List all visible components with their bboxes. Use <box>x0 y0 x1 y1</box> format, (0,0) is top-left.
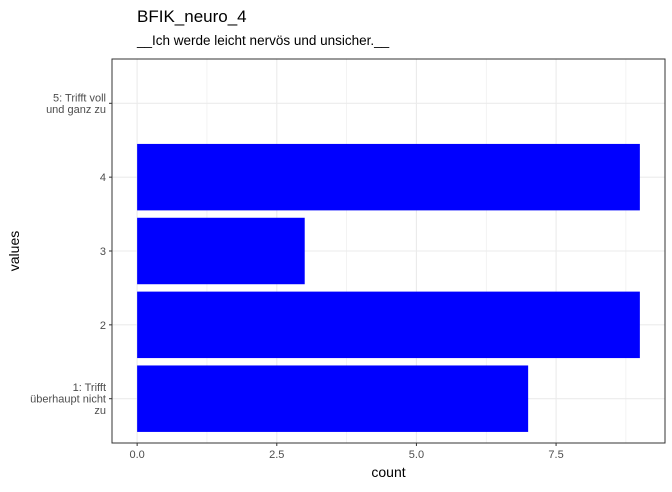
bars <box>137 143 640 432</box>
bar <box>137 217 305 285</box>
chart-title: BFIK_neuro_4 <box>137 7 247 26</box>
y-tick-label: 4 <box>100 172 106 184</box>
y-tick-label: 1: Trifft überhaupt nicht zu <box>30 382 106 417</box>
bar <box>137 291 640 359</box>
y-tick-label: 3 <box>100 246 106 258</box>
y-axis: 1: Trifft überhaupt nicht zu 2 3 4 5: Trifft v… <box>30 93 112 417</box>
x-tick-label: 5.0 <box>409 449 424 461</box>
bar <box>137 143 640 211</box>
x-tick-label: 0.0 <box>129 449 144 461</box>
x-tick-label: 2.5 <box>269 449 284 461</box>
x-tick-label: 7.5 <box>548 449 563 461</box>
chart-subtitle: __Ich werde leicht nervös und unsicher._… <box>136 33 390 48</box>
bar <box>137 365 529 432</box>
x-axis: 0.0 2.5 5.0 7.5 <box>129 443 564 461</box>
y-tick-label: 5: Trifft voll und ganz zu <box>46 93 106 117</box>
y-axis-title: values <box>6 231 22 271</box>
x-axis-title: count <box>371 464 405 480</box>
y-tick-label: 2 <box>100 320 106 332</box>
